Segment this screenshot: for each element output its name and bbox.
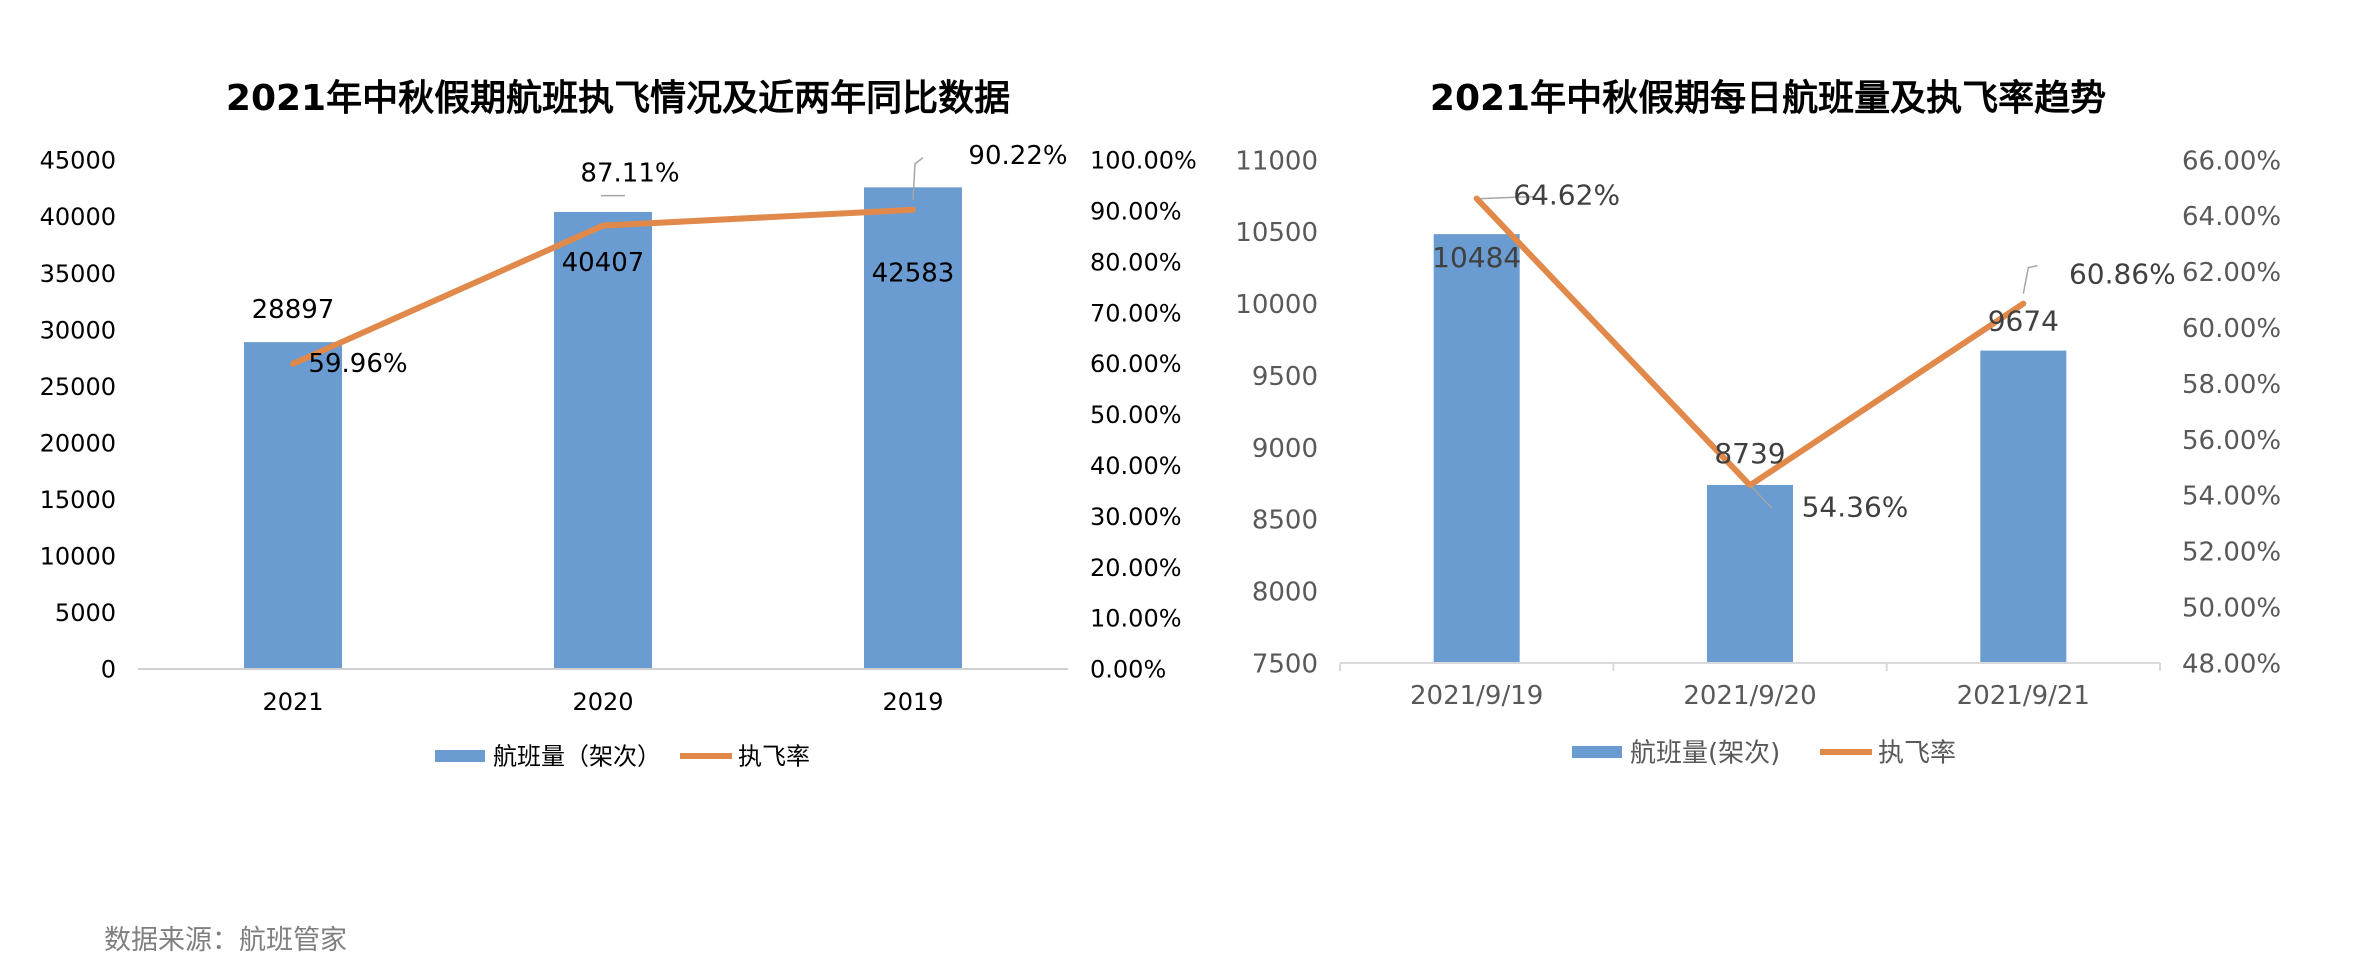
data-label-leader <box>912 157 924 200</box>
y-right-tick-label: 50.00% <box>1090 401 1182 429</box>
y-right-tick-label: 54.00% <box>2182 482 2281 512</box>
x-tick-label: 2021/9/21 <box>1957 681 2090 711</box>
line-data-label: 64.62% <box>1513 179 1620 212</box>
line-series <box>290 206 916 367</box>
chart-title: 2021年中秋假期每日航班量及执飞率趋势 <box>1430 77 2106 119</box>
legend-label: 航班量(架次) <box>1630 738 1780 768</box>
y-right-tick-label: 40.00% <box>1090 452 1182 480</box>
y-left-tick-label: 8500 <box>1252 506 1318 536</box>
legend-label: 执飞率 <box>738 743 810 771</box>
bar-data-label: 9674 <box>1988 305 2059 338</box>
x-tick-label: 2019 <box>882 688 943 716</box>
line-data-label: 59.96% <box>308 349 407 379</box>
bar-data-label: 28897 <box>252 295 335 325</box>
y-left-tick-label: 10000 <box>1235 290 1318 320</box>
y-right-tick-label: 0.00% <box>1090 656 1166 684</box>
y-right-tick-label: 58.00% <box>2182 370 2281 400</box>
y-right-tick-label: 60.00% <box>1090 350 1182 378</box>
legend-label: 航班量（架次） <box>493 743 661 771</box>
y-left-tick-label: 30000 <box>40 316 116 344</box>
line-data-label: 60.86% <box>2069 258 2176 291</box>
y-left-tick-label: 15000 <box>40 486 116 514</box>
y-left-tick-label: 35000 <box>40 260 116 288</box>
y-left-tick-label: 10500 <box>1235 218 1318 248</box>
y-left-tick-label: 9500 <box>1252 362 1318 392</box>
legend-label: 执飞率 <box>1878 738 1956 768</box>
y-right-tick-label: 100.00% <box>1090 147 1197 175</box>
y-right-tick-label: 56.00% <box>2182 426 2281 456</box>
y-left-tick-label: 10000 <box>40 543 116 571</box>
y-right-tick-label: 60.00% <box>2182 314 2281 344</box>
y-left-tick-label: 9000 <box>1252 434 1318 464</box>
y-left-tick-label: 20000 <box>40 429 116 457</box>
bar <box>1980 350 2067 663</box>
bar-data-label: 10484 <box>1432 241 1521 274</box>
y-left-tick-label: 40000 <box>40 203 116 231</box>
source-note: 数据来源：航班管家 <box>104 925 347 956</box>
chart-title: 2021年中秋假期航班执飞情况及近两年同比数据 <box>226 77 1010 119</box>
y-right-tick-label: 64.00% <box>2182 202 2281 232</box>
y-right-tick-label: 30.00% <box>1090 503 1182 531</box>
y-left-tick-label: 25000 <box>40 373 116 401</box>
bar <box>244 342 342 669</box>
y-left-tick-label: 8000 <box>1252 578 1318 608</box>
y-left-tick-label: 11000 <box>1235 146 1318 176</box>
x-tick-label: 2021/9/19 <box>1410 681 1543 711</box>
bar <box>554 211 652 669</box>
line-data-label: 54.36% <box>1802 490 1909 523</box>
data-label-leader <box>1480 195 1535 200</box>
bar-data-label: 40407 <box>562 248 645 278</box>
y-right-tick-label: 52.00% <box>2182 538 2281 568</box>
line-data-label: 87.11% <box>580 159 679 189</box>
data-label-leader <box>1749 484 1773 509</box>
y-right-tick-label: 90.00% <box>1090 198 1182 226</box>
y-right-tick-label: 20.00% <box>1090 554 1182 582</box>
bar <box>864 187 962 669</box>
y-right-tick-label: 70.00% <box>1090 299 1182 327</box>
y-right-tick-label: 10.00% <box>1090 605 1182 633</box>
y-left-tick-label: 7500 <box>1252 649 1318 679</box>
legend-swatch-bar <box>1572 746 1622 758</box>
y-right-tick-label: 66.00% <box>2182 146 2281 176</box>
y-right-tick-label: 50.00% <box>2182 593 2281 623</box>
x-tick-label: 2021 <box>262 688 323 716</box>
legend-swatch-bar <box>435 750 485 762</box>
line-data-label: 90.22% <box>968 141 1067 171</box>
y-right-tick-label: 48.00% <box>2182 649 2281 679</box>
x-tick-label: 2021/9/20 <box>1683 681 1816 711</box>
y-left-tick-label: 5000 <box>55 599 116 627</box>
y-right-tick-label: 62.00% <box>2182 258 2281 288</box>
y-left-tick-label: 0 <box>101 656 116 684</box>
bar <box>1707 484 1793 663</box>
y-left-tick-label: 45000 <box>40 147 116 175</box>
data-label-leader <box>2022 264 2038 294</box>
x-tick-label: 2020 <box>572 688 633 716</box>
y-right-tick-label: 80.00% <box>1090 248 1182 276</box>
bar-data-label: 42583 <box>872 258 955 288</box>
bar <box>1433 234 1520 664</box>
bar-data-label: 8739 <box>1714 437 1785 470</box>
